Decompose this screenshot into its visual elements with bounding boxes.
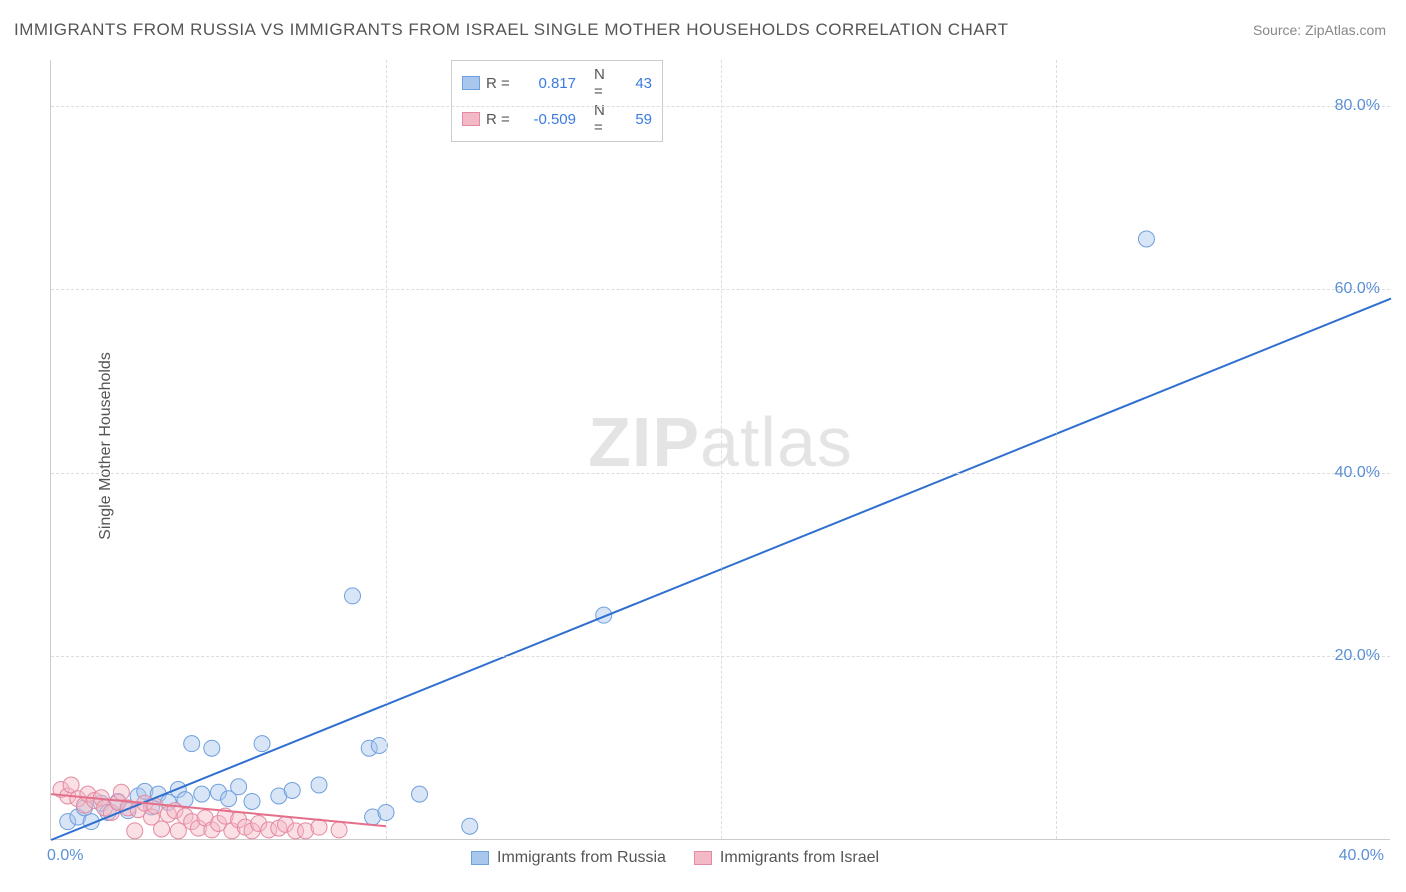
r-value-series2: -0.509 <box>520 111 576 128</box>
legend-swatch-series2 <box>694 851 712 865</box>
data-point <box>345 588 361 604</box>
data-point <box>231 779 247 795</box>
y-tick-label: 80.0% <box>1335 97 1380 115</box>
data-point <box>331 822 347 838</box>
data-point <box>204 740 220 756</box>
series-legend: Immigrants from Russia Immigrants from I… <box>471 849 879 867</box>
n-value-series2: 59 <box>622 111 652 128</box>
data-point <box>184 736 200 752</box>
swatch-series1 <box>462 76 480 90</box>
plot-area: ZIPatlas R = 0.817 N = 43 R = -0.509 N =… <box>50 60 1390 840</box>
data-point <box>284 782 300 798</box>
data-point <box>311 819 327 835</box>
data-point <box>113 784 129 800</box>
legend-item-series1: Immigrants from Russia <box>471 849 666 867</box>
source-attribution: Source: ZipAtlas.com <box>1253 22 1386 38</box>
r-label: R = <box>486 75 514 92</box>
x-tick-last: 40.0% <box>1339 847 1384 865</box>
stats-row-series1: R = 0.817 N = 43 <box>462 65 652 101</box>
legend-label-series2: Immigrants from Israel <box>720 849 879 867</box>
gridline-vertical <box>386 60 387 839</box>
chart-container: IMMIGRANTS FROM RUSSIA VS IMMIGRANTS FRO… <box>0 0 1406 892</box>
legend-swatch-series1 <box>471 851 489 865</box>
source-link[interactable]: ZipAtlas.com <box>1305 22 1386 38</box>
stats-legend: R = 0.817 N = 43 R = -0.509 N = 59 <box>451 60 663 142</box>
r-value-series1: 0.817 <box>520 75 576 92</box>
data-point <box>311 777 327 793</box>
chart-title: IMMIGRANTS FROM RUSSIA VS IMMIGRANTS FRO… <box>14 20 1008 40</box>
r-label: R = <box>486 111 514 128</box>
data-point <box>127 823 143 839</box>
data-point <box>462 818 478 834</box>
source-label: Source: <box>1253 22 1301 38</box>
legend-item-series2: Immigrants from Israel <box>694 849 879 867</box>
legend-label-series1: Immigrants from Russia <box>497 849 666 867</box>
data-point <box>194 786 210 802</box>
gridline-vertical <box>1056 60 1057 839</box>
data-point <box>170 823 186 839</box>
x-tick-first: 0.0% <box>47 847 83 865</box>
y-tick-label: 40.0% <box>1335 464 1380 482</box>
data-point <box>244 793 260 809</box>
data-point <box>371 737 387 753</box>
y-tick-label: 60.0% <box>1335 280 1380 298</box>
n-label: N = <box>594 66 616 100</box>
n-value-series1: 43 <box>622 75 652 92</box>
data-point <box>154 821 170 837</box>
data-point <box>1138 231 1154 247</box>
gridline-vertical <box>721 60 722 839</box>
data-point <box>254 736 270 752</box>
swatch-series2 <box>462 112 480 126</box>
data-point <box>412 786 428 802</box>
n-label: N = <box>594 102 616 136</box>
y-tick-label: 20.0% <box>1335 647 1380 665</box>
